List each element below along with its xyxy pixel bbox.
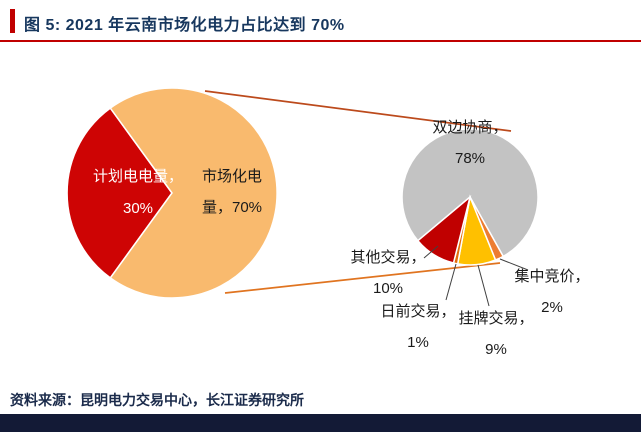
connector-line-top xyxy=(204,90,512,132)
label-text: 挂牌交易， xyxy=(458,310,534,327)
label-value: 30% xyxy=(122,200,154,217)
label-text: 集中竞价， xyxy=(514,268,590,285)
label-value: 2% xyxy=(541,299,563,316)
leader-day-ahead xyxy=(445,263,457,301)
leader-centralized-bidding xyxy=(499,258,529,271)
pie-slice-other-trading xyxy=(416,194,472,264)
pie-slice-planned xyxy=(66,107,173,279)
label-text: 市场化电 xyxy=(201,168,262,185)
label-bilateral-negotiation: 双边协商， 78% xyxy=(418,112,522,174)
leader-listed-trading xyxy=(477,264,490,307)
source-note: 资料来源：昆明电力交易中心，长江证券研究所 xyxy=(10,392,304,408)
label-day-ahead-trading: 日前交易， 1% xyxy=(366,296,470,358)
label-text: 双边协商， xyxy=(432,119,508,136)
label-listed-trading: 挂牌交易， 9% xyxy=(444,303,548,365)
label-centralized-bidding: 集中竞价， 2% xyxy=(502,261,602,323)
label-value: 10% xyxy=(372,280,404,297)
label-market-electricity: 市场化电 量，70% xyxy=(184,161,280,223)
label-value: 1% xyxy=(407,334,429,351)
pie-overall-structure xyxy=(66,87,278,299)
label-text: 其他交易， xyxy=(350,249,426,266)
title-accent-bar xyxy=(10,9,15,33)
label-text: 日前交易， xyxy=(380,303,456,320)
pie-market-breakdown xyxy=(401,128,539,266)
figure-title: 图 5: 2021 年云南市场化电力占比达到 70% xyxy=(24,17,345,34)
pie-slice-market xyxy=(109,87,278,299)
title-underline xyxy=(0,40,641,42)
label-value: 9% xyxy=(485,341,507,358)
label-planned-electricity: 计划电电量， 30% xyxy=(85,161,191,225)
leader-other-trading xyxy=(423,245,439,259)
connector-line-bottom xyxy=(224,262,501,294)
label-value: 量，70% xyxy=(201,199,263,216)
label-value: 78% xyxy=(454,150,486,167)
footer-bar xyxy=(0,414,641,432)
label-text: 计划电电量， xyxy=(92,168,183,185)
label-other-trading: 其他交易， 10% xyxy=(336,242,440,304)
